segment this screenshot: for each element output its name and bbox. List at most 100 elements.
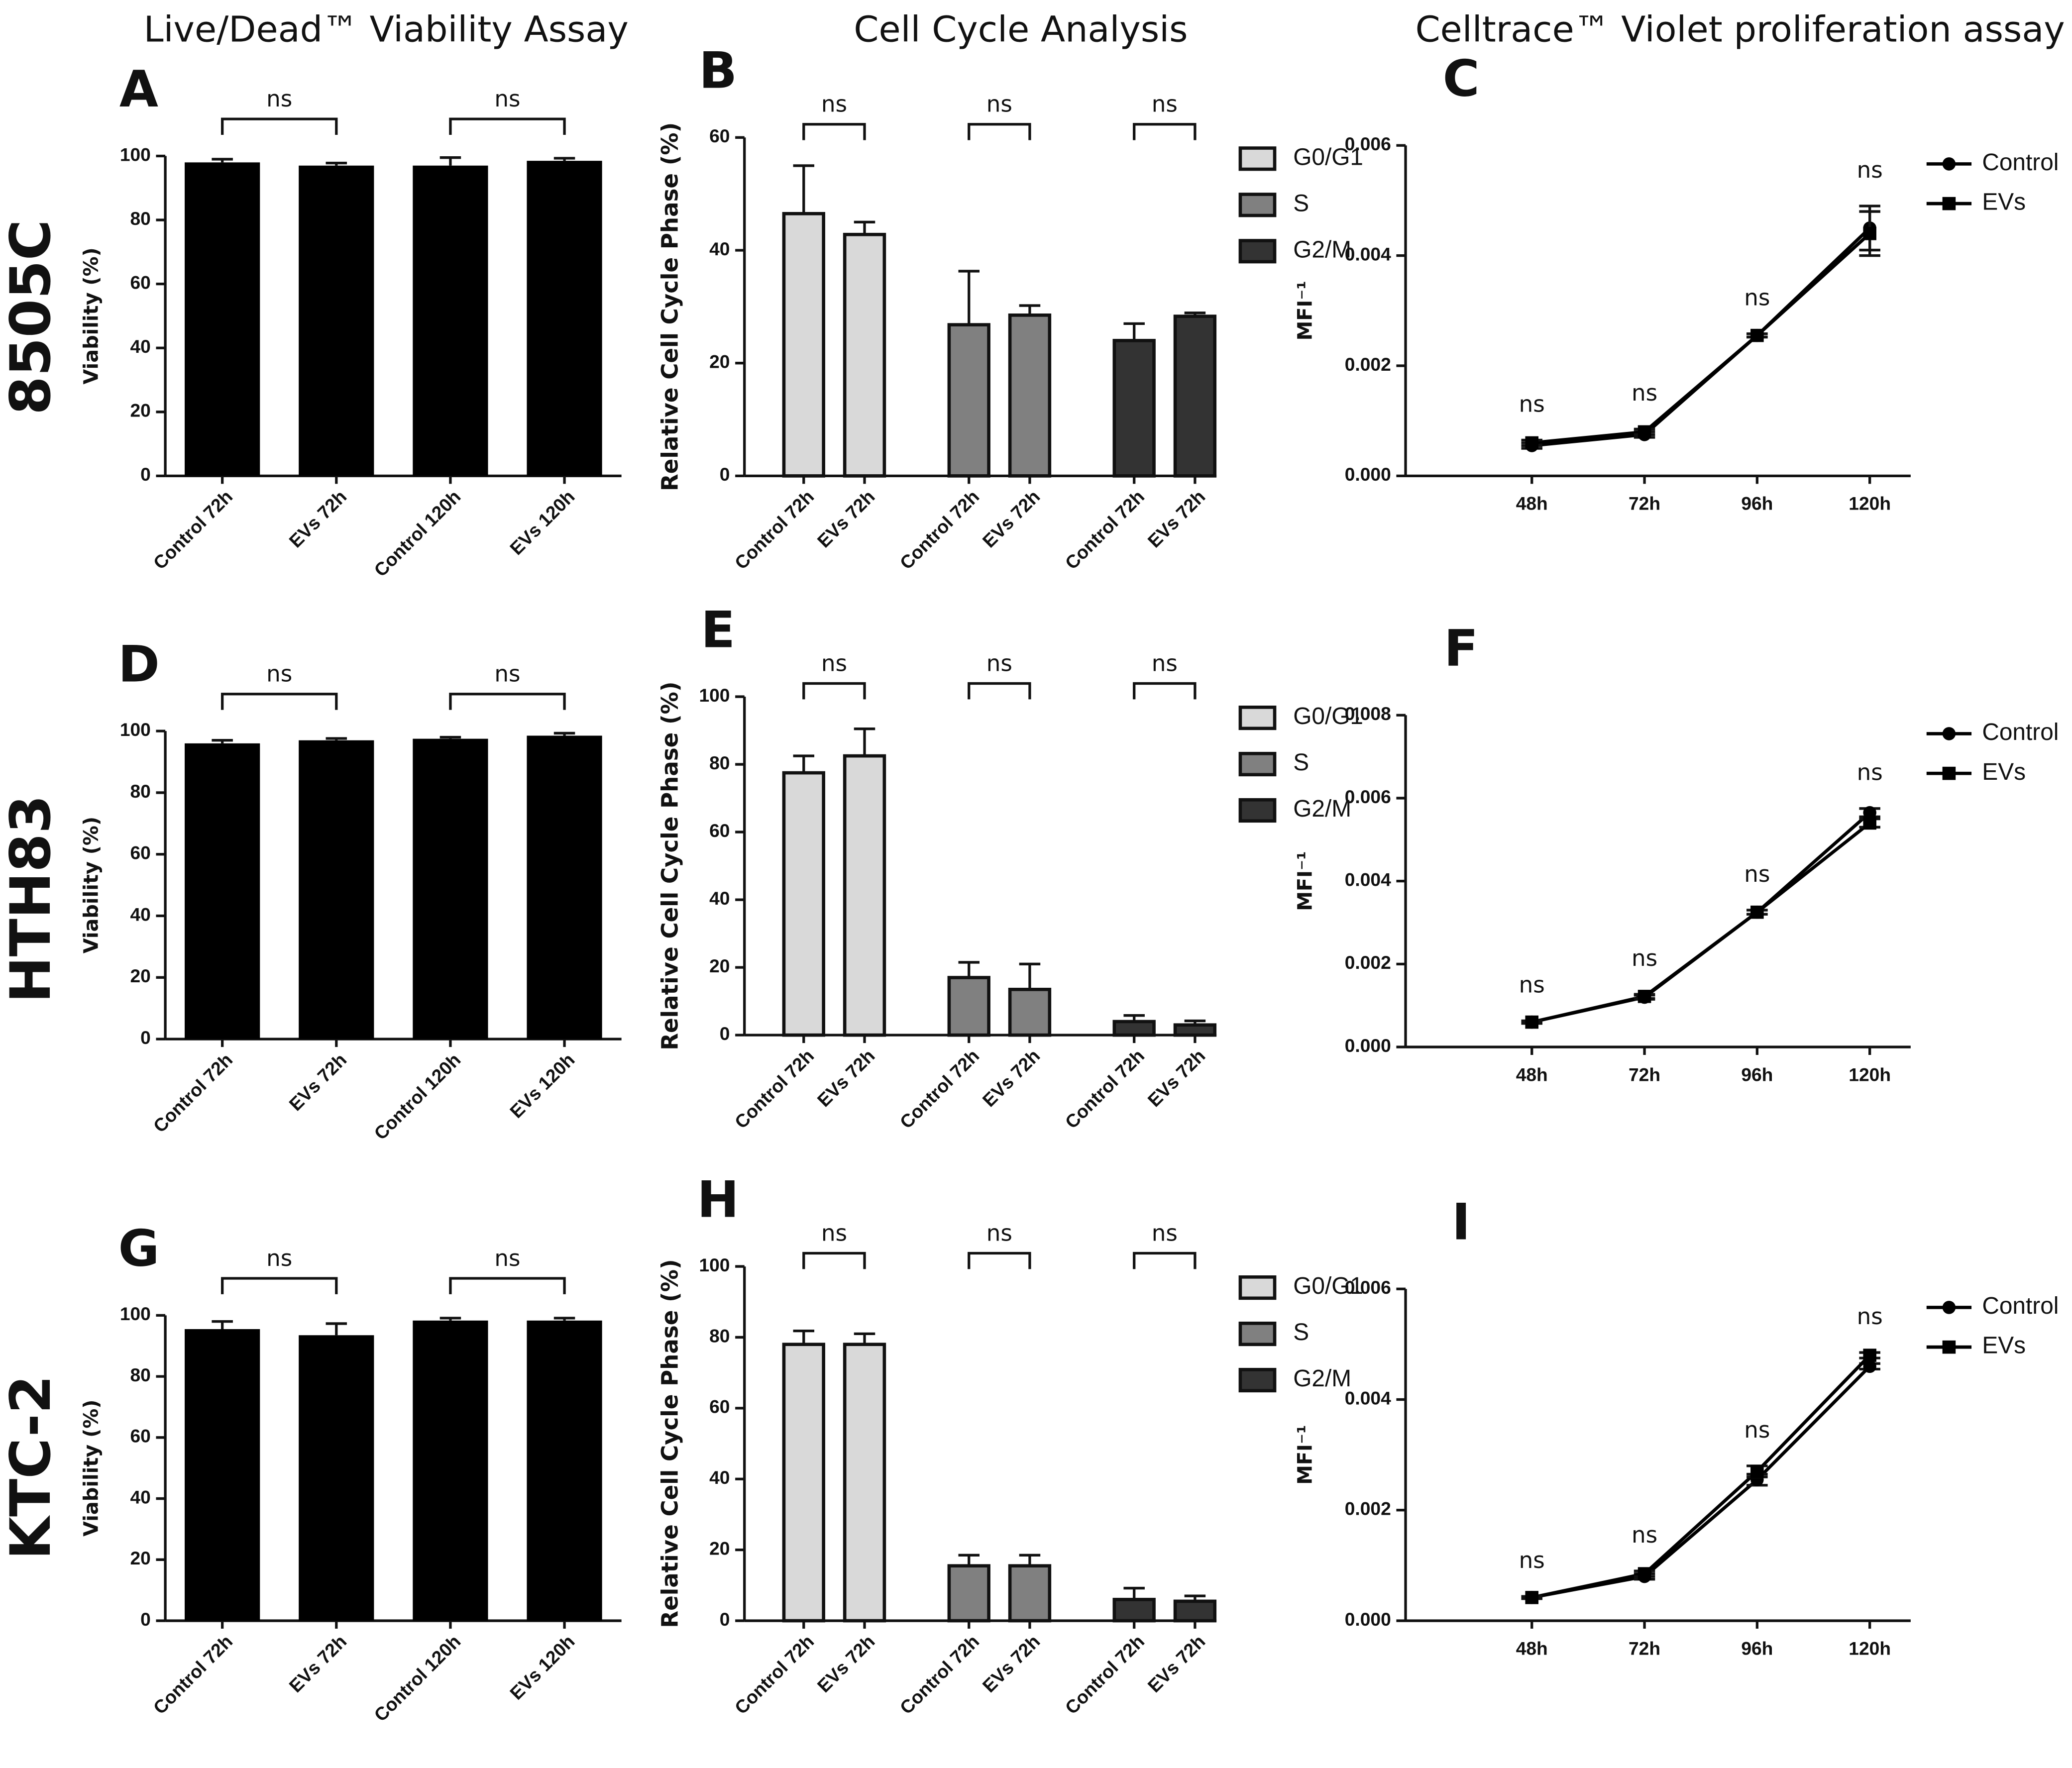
x-tick-label: 120h <box>1849 1064 1891 1085</box>
y-tick-label: 0 <box>140 1609 151 1630</box>
marker <box>1863 1359 1876 1373</box>
panel-letter: I <box>1452 1193 1471 1251</box>
marker <box>1863 1349 1876 1362</box>
row-label: HTH83 <box>0 795 63 1003</box>
legend-swatch <box>1238 193 1277 217</box>
bar <box>185 162 260 476</box>
x-tick-label: Control 72h <box>149 1049 236 1137</box>
x-tick-label: EVs 72h <box>978 486 1044 551</box>
significance-bracket <box>221 1277 338 1294</box>
x-tick-label: 48h <box>1516 1638 1548 1659</box>
panel-letter: C <box>1443 49 1480 108</box>
y-tick-label: 100 <box>699 1254 730 1275</box>
legend-swatch <box>1238 705 1277 730</box>
x-tick-label: EVs 72h <box>285 1631 350 1696</box>
bar <box>1112 339 1156 478</box>
legend-label: G0/G1 <box>1293 1273 1363 1299</box>
legend-marker <box>1942 1340 1956 1354</box>
legend-swatch <box>1238 1275 1277 1300</box>
significance-bracket <box>968 682 1031 700</box>
marker <box>1863 227 1876 240</box>
y-axis-label: Relative Cell Cycle Phase (%) <box>657 1259 683 1628</box>
x-tick-label: Control 72h <box>731 1045 818 1133</box>
significance-label: ns <box>1519 391 1545 417</box>
x-tick-label: 120h <box>1849 1638 1891 1659</box>
x-tick-label: Control 72h <box>896 486 983 573</box>
x-tick-label: 48h <box>1516 493 1548 514</box>
y-tick-label: 40 <box>130 1486 150 1507</box>
legend-swatch <box>1238 1367 1277 1393</box>
significance-bracket <box>221 117 338 135</box>
bar <box>185 743 260 1040</box>
significance-label: ns <box>986 1220 1012 1246</box>
y-axis-label: Relative Cell Cycle Phase (%) <box>657 122 683 491</box>
legend-label: G2/M <box>1293 796 1351 822</box>
bar <box>843 1343 886 1623</box>
x-tick-label: EVs 72h <box>285 1049 350 1115</box>
significance-bracket <box>449 693 566 710</box>
bar <box>527 161 602 476</box>
significance-label: ns <box>1519 971 1545 998</box>
significance-label: ns <box>1857 157 1883 183</box>
y-tick-label: 80 <box>130 1364 150 1385</box>
significance-label: ns <box>1857 1303 1883 1330</box>
y-tick-label: 20 <box>130 965 150 986</box>
legend-label: G2/M <box>1293 236 1351 263</box>
y-tick-label: 60 <box>709 820 730 841</box>
legend-label: EVs <box>1982 1333 2026 1359</box>
bar <box>299 1335 374 1621</box>
y-axis-label: MFI⁻¹ <box>1294 281 1316 340</box>
x-tick-label: Control 72h <box>149 1631 236 1718</box>
y-tick-label: 0.000 <box>1345 1035 1391 1056</box>
y-tick-label: 0.006 <box>1345 1277 1391 1298</box>
y-tick-label: 40 <box>709 888 730 909</box>
y-tick-label: 20 <box>709 955 730 976</box>
series-line <box>1531 811 1871 1024</box>
bar <box>1008 988 1052 1037</box>
y-axis-label: Relative Cell Cycle Phase (%) <box>657 681 683 1050</box>
x-tick-label: EVs 72h <box>1143 486 1209 551</box>
significance-label: ns <box>1744 285 1770 311</box>
panel-letter: B <box>699 41 737 100</box>
significance-bracket <box>968 1251 1031 1269</box>
bar <box>1173 314 1217 478</box>
marker <box>1750 1464 1764 1478</box>
y-tick-label: 40 <box>709 1467 730 1488</box>
legend-label: EVs <box>1982 189 2026 215</box>
marker <box>1637 425 1651 439</box>
bar <box>413 738 488 1040</box>
y-tick-label: 40 <box>709 238 730 259</box>
marker <box>1637 990 1651 1003</box>
x-tick-label: Control 120h <box>370 1631 464 1725</box>
significance-label: ns <box>986 650 1012 676</box>
y-tick-label: 0 <box>720 464 730 485</box>
y-axis-label: MFI⁻¹ <box>1294 1425 1316 1485</box>
y-tick-label: 0.006 <box>1345 786 1391 807</box>
y-tick-label: 40 <box>130 336 150 357</box>
series-line <box>1531 1365 1871 1599</box>
x-tick-label: Control 72h <box>1061 1045 1148 1133</box>
significance-label: ns <box>1152 1220 1178 1246</box>
bar <box>947 323 990 478</box>
x-tick-label: 96h <box>1741 493 1773 514</box>
significance-label: ns <box>821 1220 847 1246</box>
legend-label: S <box>1293 190 1309 216</box>
x-tick-label: 96h <box>1741 1638 1773 1659</box>
bar <box>1112 1598 1156 1623</box>
legend-swatch <box>1238 798 1277 823</box>
legend-label: G0/G1 <box>1293 144 1363 170</box>
legend-label: EVs <box>1982 759 2026 785</box>
significance-bracket <box>802 123 866 140</box>
y-tick-label: 80 <box>130 208 150 229</box>
bar <box>413 165 488 476</box>
bar <box>1173 1599 1217 1623</box>
y-tick-label: 80 <box>709 752 730 773</box>
legend-label: G0/G1 <box>1293 703 1363 729</box>
significance-label: ns <box>821 91 847 117</box>
bar <box>947 976 990 1037</box>
x-tick-label: EVs 120h <box>506 486 579 559</box>
y-tick-label: 0.004 <box>1345 1387 1391 1408</box>
bar <box>1008 313 1052 478</box>
significance-label: ns <box>1152 91 1178 117</box>
